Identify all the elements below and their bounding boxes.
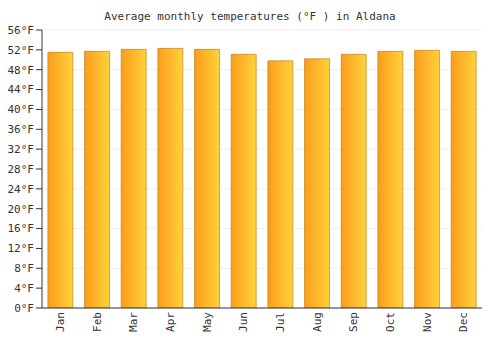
svg-text:52°F: 52°F (8, 44, 34, 57)
svg-text:Aug: Aug (311, 312, 324, 332)
svg-text:44°F: 44°F (8, 83, 34, 96)
html-text:Average monthly temperatures (: Average monthly temperatures (°F ) in Al… (104, 10, 396, 23)
svg-text:12°F: 12°F (8, 242, 34, 255)
svg-text:32°F: 32°F (8, 143, 34, 156)
svg-text:16°F: 16°F (8, 222, 34, 235)
svg-text:Jun: Jun (237, 312, 250, 332)
svg-text:8°F: 8°F (14, 262, 34, 275)
svg-text:24°F: 24°F (8, 183, 34, 196)
svg-text:Apr: Apr (164, 312, 177, 332)
svg-text:Jan: Jan (54, 312, 67, 332)
svg-text:40°F: 40°F (8, 103, 34, 116)
svg-text:Sep: Sep (347, 312, 360, 332)
svg-text:4°F: 4°F (14, 282, 34, 295)
svg-text:Dec: Dec (457, 312, 470, 332)
svg-text:20°F: 20°F (8, 203, 34, 216)
svg-text:Nov: Nov (421, 312, 434, 332)
svg-text:48°F: 48°F (8, 64, 34, 77)
svg-text:36°F: 36°F (8, 123, 34, 136)
svg-text:May: May (201, 312, 214, 332)
svg-text:Mar: Mar (127, 312, 140, 332)
svg-text:Oct: Oct (384, 312, 397, 332)
svg-text:56°F: 56°F (8, 24, 34, 37)
svg-text:Feb: Feb (91, 312, 104, 332)
svg-text:Jul: Jul (274, 312, 287, 332)
svg-text:0°F: 0°F (14, 302, 34, 315)
svg-text:28°F: 28°F (8, 163, 34, 176)
